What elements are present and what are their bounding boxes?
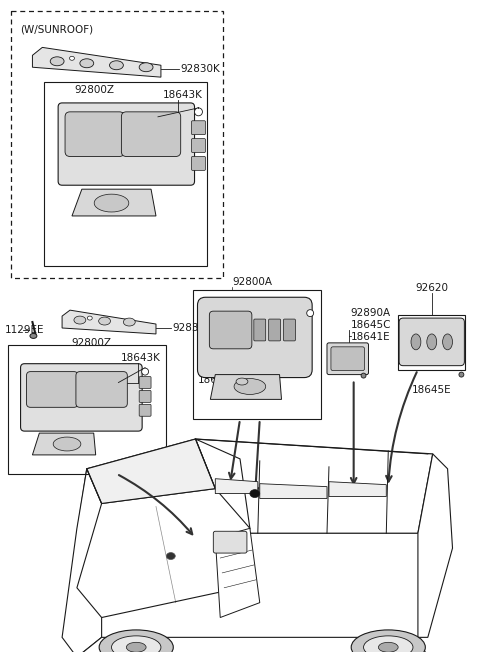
Polygon shape bbox=[260, 483, 327, 498]
Ellipse shape bbox=[307, 310, 313, 316]
FancyBboxPatch shape bbox=[209, 311, 252, 349]
FancyBboxPatch shape bbox=[331, 347, 364, 371]
Ellipse shape bbox=[250, 490, 260, 498]
Text: 92620: 92620 bbox=[415, 284, 448, 293]
Ellipse shape bbox=[411, 334, 421, 350]
FancyBboxPatch shape bbox=[327, 343, 369, 375]
Ellipse shape bbox=[94, 194, 129, 212]
FancyBboxPatch shape bbox=[65, 112, 124, 157]
FancyBboxPatch shape bbox=[139, 404, 151, 416]
Ellipse shape bbox=[99, 317, 110, 325]
Text: 92800Z: 92800Z bbox=[75, 85, 115, 95]
Bar bbox=[192, 290, 321, 419]
Polygon shape bbox=[216, 479, 258, 494]
Polygon shape bbox=[62, 310, 156, 334]
Text: 92800Z: 92800Z bbox=[72, 338, 112, 348]
Ellipse shape bbox=[109, 61, 123, 69]
Ellipse shape bbox=[139, 63, 153, 71]
FancyBboxPatch shape bbox=[197, 297, 312, 377]
Ellipse shape bbox=[123, 318, 135, 326]
Ellipse shape bbox=[234, 379, 266, 394]
FancyBboxPatch shape bbox=[399, 318, 464, 365]
Polygon shape bbox=[418, 454, 453, 637]
Ellipse shape bbox=[443, 334, 453, 350]
Ellipse shape bbox=[378, 643, 398, 652]
Ellipse shape bbox=[74, 316, 86, 324]
Ellipse shape bbox=[427, 334, 437, 350]
Polygon shape bbox=[77, 637, 428, 655]
Text: 18643K: 18643K bbox=[163, 90, 203, 100]
Polygon shape bbox=[62, 469, 102, 655]
Polygon shape bbox=[72, 189, 156, 216]
FancyBboxPatch shape bbox=[192, 121, 205, 135]
Ellipse shape bbox=[194, 108, 203, 116]
FancyBboxPatch shape bbox=[139, 377, 151, 388]
Ellipse shape bbox=[126, 643, 146, 652]
Ellipse shape bbox=[50, 57, 64, 66]
FancyBboxPatch shape bbox=[139, 390, 151, 402]
Polygon shape bbox=[329, 481, 386, 496]
Bar bbox=[11, 10, 223, 278]
Ellipse shape bbox=[351, 630, 425, 655]
FancyBboxPatch shape bbox=[192, 157, 205, 170]
Polygon shape bbox=[210, 375, 281, 400]
Ellipse shape bbox=[361, 373, 366, 378]
Text: 92830K: 92830K bbox=[180, 64, 220, 74]
Ellipse shape bbox=[30, 333, 37, 339]
Polygon shape bbox=[216, 529, 260, 618]
Ellipse shape bbox=[70, 56, 74, 60]
Text: (W/SUNROOF): (W/SUNROOF) bbox=[21, 25, 94, 35]
FancyBboxPatch shape bbox=[58, 103, 194, 185]
Text: 92890A: 92890A bbox=[351, 308, 391, 318]
FancyBboxPatch shape bbox=[21, 364, 142, 431]
Ellipse shape bbox=[363, 636, 413, 655]
Bar bbox=[8, 345, 166, 474]
Bar bbox=[398, 315, 466, 369]
Ellipse shape bbox=[167, 553, 175, 559]
Ellipse shape bbox=[142, 368, 149, 375]
Polygon shape bbox=[87, 439, 216, 504]
FancyBboxPatch shape bbox=[76, 371, 127, 407]
Ellipse shape bbox=[53, 437, 81, 451]
Ellipse shape bbox=[459, 372, 464, 377]
Text: 18645E: 18645E bbox=[197, 375, 237, 384]
Ellipse shape bbox=[111, 636, 161, 655]
FancyBboxPatch shape bbox=[26, 371, 78, 407]
Text: 18645C: 18645C bbox=[351, 320, 391, 330]
Text: 18645E: 18645E bbox=[412, 384, 452, 394]
Ellipse shape bbox=[236, 378, 248, 385]
Text: 92830K: 92830K bbox=[173, 323, 213, 333]
Ellipse shape bbox=[99, 630, 173, 655]
FancyBboxPatch shape bbox=[213, 531, 247, 553]
Ellipse shape bbox=[87, 316, 92, 320]
FancyBboxPatch shape bbox=[192, 139, 205, 153]
Polygon shape bbox=[33, 47, 161, 77]
FancyBboxPatch shape bbox=[269, 319, 280, 341]
Text: 18641E: 18641E bbox=[351, 332, 390, 342]
Polygon shape bbox=[33, 433, 96, 455]
Bar bbox=[44, 82, 207, 265]
FancyBboxPatch shape bbox=[254, 319, 266, 341]
Text: 1129EE: 1129EE bbox=[5, 325, 44, 335]
Polygon shape bbox=[195, 439, 250, 538]
FancyBboxPatch shape bbox=[121, 112, 180, 157]
Text: 92800A: 92800A bbox=[232, 277, 272, 288]
FancyBboxPatch shape bbox=[284, 319, 295, 341]
Ellipse shape bbox=[80, 59, 94, 67]
Text: 18643K: 18643K bbox=[121, 353, 161, 363]
Polygon shape bbox=[77, 439, 433, 533]
Polygon shape bbox=[77, 489, 250, 618]
